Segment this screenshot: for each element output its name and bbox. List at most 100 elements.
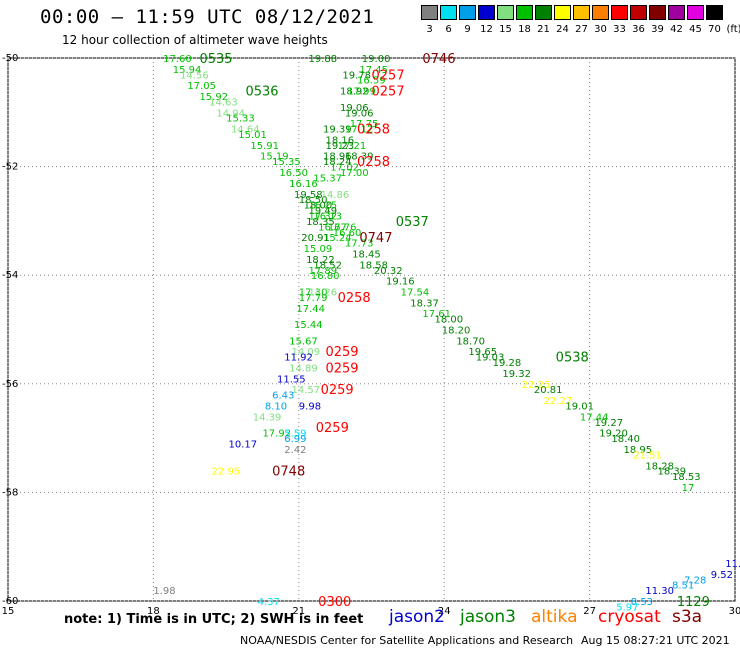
wave-height-value: 8.10 — [265, 402, 287, 413]
scale-unit: (ft) — [726, 24, 740, 35]
scale-swatch — [649, 5, 666, 20]
x-tick-label: 18 — [147, 606, 160, 617]
pass-time-label: 0746 — [422, 52, 455, 67]
wave-height-value: 19.27 — [594, 418, 623, 429]
wave-height-value: 17.32 — [308, 211, 337, 222]
scale-label: 15 — [499, 24, 512, 35]
wave-height-value: 16.50 — [279, 168, 308, 179]
timestamp: Aug 15 08:27:21 UTC 2021 — [581, 634, 730, 647]
wave-height-value: 17.79 — [299, 293, 328, 304]
wave-height-value: 17.00 — [340, 168, 369, 179]
wave-height-value: 18.39 — [345, 152, 374, 163]
scale-label: 70 — [708, 24, 721, 35]
x-tick-label: 21 — [292, 606, 305, 617]
wave-height-value: 18.52 — [313, 260, 342, 271]
wave-height-value: 18.37 — [410, 298, 439, 309]
wave-height-value: 11.30 — [645, 586, 674, 597]
wave-height-value: 17.61 — [422, 309, 451, 320]
wave-height-value: 19.06 — [345, 108, 374, 119]
scale-swatch — [706, 5, 723, 20]
satellite-cryosat: cryosat — [598, 607, 661, 627]
pass-time-label: 0257 — [372, 68, 405, 83]
wave-height-value: 14.89 — [289, 364, 318, 375]
wave-height-value: 14.09 — [292, 347, 321, 358]
wave-height-value: 15.19 — [260, 152, 289, 163]
scale-label: 9 — [464, 24, 471, 35]
pass-time-label: 0748 — [272, 465, 305, 480]
wave-height-value: 11.55 — [277, 374, 306, 385]
wave-height-value: 17.44 — [296, 304, 325, 315]
pass-time-label: 0535 — [199, 52, 232, 67]
pass-time-label: 0259 — [316, 421, 349, 436]
scale-label: 33 — [613, 24, 626, 35]
wave-height-value: 6.43 — [272, 391, 294, 402]
scale-swatch — [687, 5, 704, 20]
wave-height-value: 18.92 — [340, 87, 369, 98]
wave-height-value: 16.60 — [333, 228, 362, 239]
wave-height-value: 18.95 — [624, 445, 653, 456]
wave-height-value: 19.23 — [325, 141, 354, 152]
footer-note: note: 1) Time is in UTC; 2) SWH is in fe… — [64, 612, 364, 627]
wave-height-value: 14.63 — [209, 97, 238, 108]
wave-height-value: 1.98 — [153, 586, 175, 597]
pass-time-label: 0259 — [325, 345, 358, 360]
wave-height-value: 6.99 — [284, 434, 306, 445]
wave-height-value: 17.99 — [347, 87, 376, 98]
page-subtitle: 12 hour collection of altimeter wave hei… — [62, 33, 328, 47]
scale-swatch — [573, 5, 590, 20]
scale-label: 36 — [632, 24, 645, 35]
wave-height-value: 15.35 — [272, 157, 301, 168]
wave-height-value: 22.27 — [544, 396, 573, 407]
wave-height-value: 15.94 — [173, 65, 202, 76]
scale-swatch — [554, 5, 571, 20]
wave-height-value: 19.78 — [342, 70, 371, 81]
wave-height-value: 7.28 — [684, 575, 706, 586]
wave-height-value: 19.28 — [493, 358, 522, 369]
wave-height-value: 20.32 — [374, 266, 403, 277]
wave-height-value: 14.26 — [308, 287, 337, 298]
wave-height-value: 16.16 — [289, 179, 318, 190]
wave-height-value: 19.39 — [323, 125, 352, 136]
wave-height-value: 16.59 — [357, 76, 386, 87]
y-tick-label: -52 — [2, 162, 18, 173]
wave-height-value: 19.58 — [294, 190, 323, 201]
scale-swatch — [497, 5, 514, 20]
wave-height-value: 16.67 — [318, 222, 347, 233]
wave-height-value: 15.33 — [226, 114, 255, 125]
pass-time-label: 0747 — [359, 231, 392, 246]
wave-height-value: 18.96 — [323, 152, 352, 163]
wave-height-value: 18.39 — [657, 467, 686, 478]
wave-height-value: 15.09 — [304, 244, 333, 255]
wave-height-value: 19.01 — [565, 402, 594, 413]
satellite-jason3: jason3 — [460, 607, 516, 627]
wave-height-value: 19.88 — [308, 54, 337, 65]
wave-height-value: 11.92 — [284, 353, 313, 364]
satellite-jason2: jason2 — [389, 607, 445, 627]
scale-label: 27 — [575, 24, 588, 35]
wave-height-value: 19.06 — [340, 103, 369, 114]
y-tick-label: -60 — [2, 596, 18, 607]
scale-swatch — [459, 5, 476, 20]
wave-height-value: 22.95 — [212, 467, 241, 478]
wave-height-value: 16.13 — [313, 211, 342, 222]
credit-line: NOAA/NESDIS Center for Satellite Applica… — [240, 634, 574, 647]
pass-time-label: 0259 — [321, 383, 354, 398]
x-tick-label: 15 — [2, 606, 15, 617]
wave-height-value: 17.75 — [350, 119, 379, 130]
wave-height-value: 17.45 — [359, 65, 388, 76]
scale-label: 6 — [445, 24, 452, 35]
wave-height-value: 17 — [682, 483, 695, 494]
wave-height-value: 11.81 — [725, 559, 740, 570]
wave-height-value: 18.35 — [306, 217, 335, 228]
wave-height-value: 19.03 — [476, 353, 505, 364]
wave-height-value: 17.02 — [330, 163, 359, 174]
wave-height-value: 17.21 — [338, 141, 367, 152]
wave-height-value: 18.00 — [435, 315, 464, 326]
wave-height-value: 15.24 — [323, 233, 352, 244]
wave-height-value: 2.42 — [284, 445, 306, 456]
wave-height-value: 17.12 — [345, 125, 374, 136]
wave-height-value: 17.30 — [299, 287, 328, 298]
scale-swatch — [611, 5, 628, 20]
scale-label: 42 — [670, 24, 683, 35]
